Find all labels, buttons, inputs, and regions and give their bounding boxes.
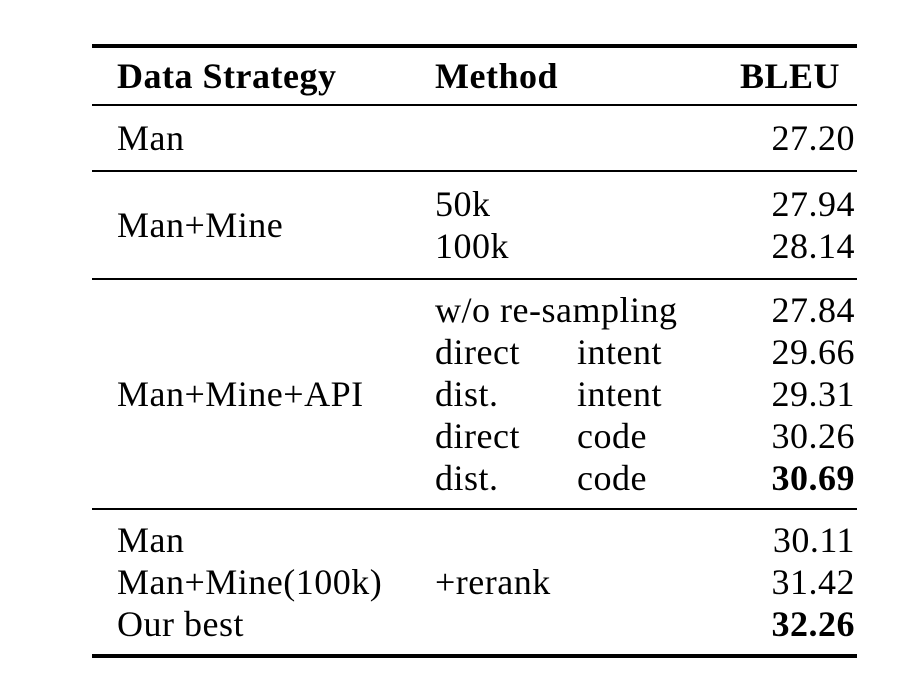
cell-method: +rerank bbox=[435, 562, 551, 602]
cell-bleu: 30.26 bbox=[771, 416, 855, 456]
cell-method: dist. bbox=[435, 374, 499, 414]
rule-section-3 bbox=[92, 508, 857, 510]
cell-bleu: 27.20 bbox=[771, 118, 855, 158]
rule-top bbox=[92, 44, 857, 48]
section-man-mine: Man+Mine 50k 27.94 100k 28.14 bbox=[92, 172, 857, 278]
cell-bleu: 28.14 bbox=[771, 226, 855, 266]
cell-method-target: intent bbox=[577, 374, 662, 414]
cell-strategy: Man+Mine+API bbox=[117, 374, 364, 414]
cell-method: w/o re-sampling bbox=[435, 290, 678, 330]
cell-method: 50k bbox=[435, 184, 491, 224]
rule-bottom bbox=[92, 654, 857, 658]
cell-method: 100k bbox=[435, 226, 509, 266]
cell-method: direct bbox=[435, 416, 520, 456]
cell-bleu: 27.84 bbox=[771, 290, 855, 330]
section-man-mine-api: Man+Mine+API w/o re-sampling 27.84 direc… bbox=[92, 280, 857, 508]
cell-method: direct bbox=[435, 332, 520, 372]
cell-bleu-best: 32.26 bbox=[771, 604, 855, 644]
rule-header-bottom bbox=[92, 104, 857, 106]
col-header-bleu: BLEU bbox=[740, 56, 841, 96]
section-rerank: Man 30.11 Man+Mine(100k) +rerank 31.42 O… bbox=[92, 510, 857, 654]
cell-strategy: Man+Mine bbox=[117, 205, 284, 245]
cell-strategy: Our best bbox=[117, 604, 244, 644]
cell-method: dist. bbox=[435, 458, 499, 498]
col-header-method: Method bbox=[435, 56, 558, 96]
cell-strategy: Man bbox=[117, 520, 185, 560]
cell-bleu: 30.11 bbox=[772, 520, 855, 560]
cell-strategy: Man+Mine(100k) bbox=[117, 562, 383, 602]
table-header-row: Data Strategy Method BLEU bbox=[92, 48, 857, 104]
cell-method-target: code bbox=[577, 458, 647, 498]
cell-method-target: code bbox=[577, 416, 647, 456]
cell-strategy: Man bbox=[117, 118, 185, 158]
cell-bleu: 27.94 bbox=[771, 184, 855, 224]
rule-section-2 bbox=[92, 278, 857, 280]
cell-bleu: 29.66 bbox=[771, 332, 855, 372]
rule-section-1 bbox=[92, 170, 857, 172]
col-header-data-strategy: Data Strategy bbox=[117, 56, 337, 96]
cell-bleu-best: 30.69 bbox=[771, 458, 855, 498]
results-table: Data Strategy Method BLEU Man 27.20 Man+… bbox=[92, 44, 857, 658]
section-man: Man 27.20 bbox=[92, 106, 857, 170]
cell-bleu: 29.31 bbox=[771, 374, 855, 414]
cell-bleu: 31.42 bbox=[771, 562, 855, 602]
cell-method-target: intent bbox=[577, 332, 662, 372]
